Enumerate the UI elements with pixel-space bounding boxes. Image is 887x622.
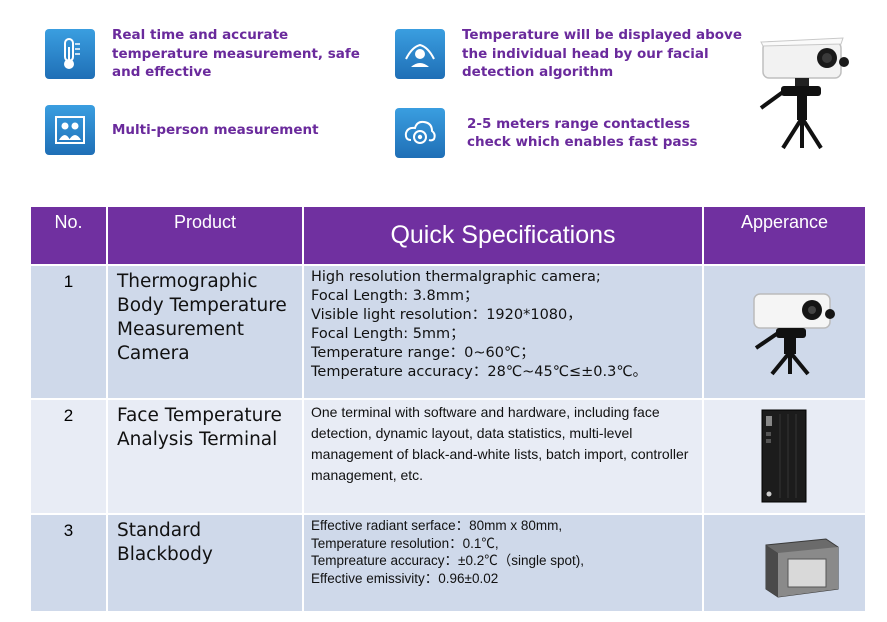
header-no: No. — [31, 207, 107, 266]
product-specs: One terminal with software and hardware,… — [302, 399, 703, 515]
product-name: Face Temperature Analysis Terminal — [106, 399, 303, 515]
product-image-blackbody — [702, 514, 865, 613]
thermal-camera-image — [753, 30, 853, 154]
table-row: 3 Standard Blackbody Effective radiant s… — [31, 514, 865, 613]
product-name: Thermographic Body Temperature Measureme… — [106, 265, 303, 400]
header-appearance: Apperance — [702, 207, 865, 266]
product-image-camera — [702, 265, 865, 400]
feature-text: 2-5 meters range contactless check which… — [467, 115, 698, 151]
spec-table: No. Product Quick Specifications Apperan… — [31, 207, 865, 613]
table-row: 1 Thermographic Body Temperature Measure… — [31, 265, 865, 400]
multi-person-icon — [45, 105, 95, 155]
row-number: 1 — [31, 265, 107, 400]
thermometer-icon — [45, 28, 95, 79]
product-specs: High resolution thermalgraphic camera; F… — [302, 265, 703, 400]
product-name: Standard Blackbody — [106, 514, 303, 613]
header-product: Product — [106, 207, 303, 266]
feature-text: Real time and accurate temperature measu… — [112, 27, 360, 80]
feature-multi-person: Multi-person measurement — [45, 105, 319, 155]
product-image-terminal — [702, 399, 865, 515]
feature-text: Temperature will be displayed above the … — [462, 27, 743, 80]
product-specs: Effective radiant serface：80mm x 80mm, T… — [302, 514, 703, 613]
table-header-row: No. Product Quick Specifications Apperan… — [31, 207, 865, 266]
row-number: 3 — [31, 514, 107, 613]
feature-text: Multi-person measurement — [112, 121, 319, 138]
contactless-icon — [395, 108, 445, 158]
face-scan-icon — [395, 28, 445, 79]
header-specs: Quick Specifications — [302, 207, 703, 266]
feature-face-detection: Temperature will be displayed above the … — [395, 26, 742, 82]
feature-realtime: Real time and accurate temperature measu… — [45, 26, 360, 82]
row-number: 2 — [31, 399, 107, 515]
table-row: 2 Face Temperature Analysis Terminal One… — [31, 399, 865, 515]
feature-contactless: 2-5 meters range contactless check which… — [395, 108, 698, 158]
